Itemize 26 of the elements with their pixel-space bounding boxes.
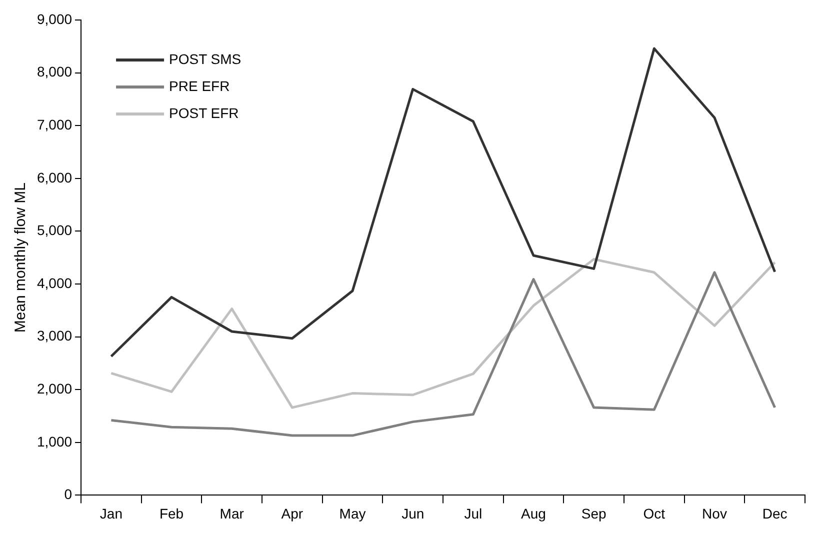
- y-tick-label: 4,000: [36, 274, 72, 291]
- y-tick-label: 1,000: [36, 433, 72, 450]
- y-tick-label: 0: [64, 486, 72, 502]
- legend-label: PRE EFR: [169, 78, 230, 94]
- y-tick-label: 9,000: [36, 10, 72, 27]
- y-tick-label: 2,000: [36, 380, 72, 396]
- y-tick-label: 6,000: [36, 169, 72, 186]
- x-tick-label: Jul: [464, 505, 482, 522]
- y-tick-label: 3,000: [36, 328, 72, 344]
- x-tick-label: Dec: [762, 505, 788, 522]
- x-tick-label: Nov: [702, 505, 727, 522]
- y-tick-label: 8,000: [36, 64, 72, 80]
- x-tick-label: Oct: [643, 505, 666, 522]
- x-tick-label: May: [339, 505, 366, 522]
- x-tick-label: Apr: [281, 505, 304, 522]
- y-axis-title: Mean monthly flow ML: [12, 182, 30, 333]
- y-tick-label: 7,000: [36, 116, 72, 132]
- x-tick-label: Jan: [100, 505, 122, 522]
- x-tick-label: Sep: [581, 505, 607, 522]
- y-tick-label: 5,000: [36, 222, 72, 238]
- x-tick-label: Aug: [521, 505, 546, 522]
- legend-label: POST EFR: [169, 104, 239, 121]
- x-tick-label: Jun: [402, 505, 424, 522]
- x-tick-label: Mar: [220, 505, 244, 522]
- x-tick-label: Feb: [159, 505, 184, 522]
- legend-label: POST SMS: [169, 50, 242, 67]
